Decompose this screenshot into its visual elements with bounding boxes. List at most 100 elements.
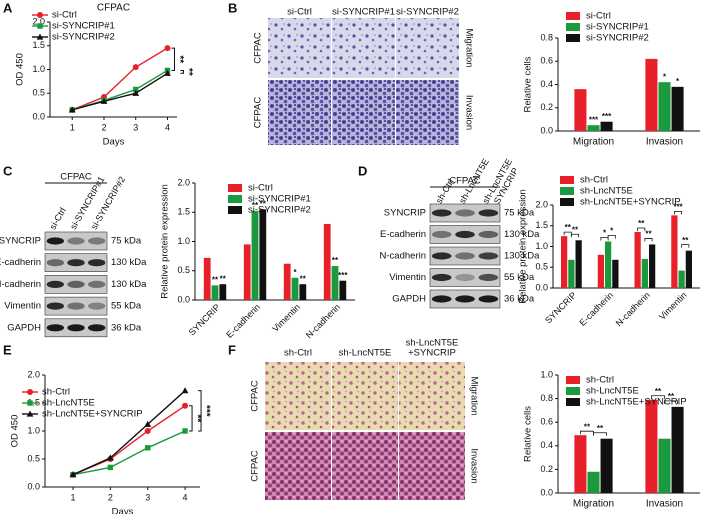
y-tick-label: 1.5 [535,220,548,230]
blot-band [431,273,452,282]
bar [605,241,612,288]
significance-label: ** [572,225,579,234]
point-marker [132,89,140,96]
legend-swatch [228,206,242,214]
protein-label: Vimentin [4,301,41,312]
bar [291,277,299,300]
y-tick-label: 0.4 [540,440,553,450]
legend-label: sh-Ctrl [580,175,608,186]
panel-letter: E [3,342,12,357]
panel-letter: B [228,0,237,15]
size-label: 130 kDa [504,251,540,262]
panel-letter: A [3,0,13,15]
blot-band [478,295,499,303]
blot-band [46,237,65,245]
significance-label: ** [584,422,591,431]
significance-label: ** [252,201,259,210]
legend-label: sh-Ctrl [42,387,70,398]
blot-band [46,324,65,332]
micrograph [396,80,459,145]
size-label: 36 kDa [504,294,535,305]
legend-swatch [560,176,574,184]
series-line [72,390,186,476]
y-tick-label: 2.0 [535,199,548,209]
bar [211,285,219,300]
bar [331,266,339,300]
point-marker [164,69,171,76]
panel-letter: D [358,163,367,178]
point-marker [182,402,189,409]
bar [574,89,587,131]
y-tick-label: 0.5 [27,453,40,463]
micrograph [332,362,398,430]
y-tick-label: 2.0 [27,369,40,379]
legend-swatch [566,387,580,395]
significance-bracket [563,231,572,236]
significance-label: ** [668,392,675,401]
blot-band [431,209,452,217]
blot-band [46,280,65,288]
micrograph [332,80,395,145]
bar [575,240,582,288]
significance-label: ** [645,230,652,239]
y-tick-label: 0.5 [177,265,190,275]
y-tick-label: 0.5 [32,88,45,98]
y-tick-label: 1.0 [32,64,45,74]
axis-line [552,205,700,289]
point-marker [37,12,43,18]
significance-bracket [600,237,609,241]
bar [641,258,648,288]
legend-label: sh-LncNT5E [586,386,639,397]
y-axis-label: OD 450 [15,53,26,86]
blot-band [87,324,106,332]
blot-band [455,209,475,217]
column-header: sh-Ctrl [284,348,312,359]
x-tick-label: 3 [145,492,150,502]
blot-band [478,230,499,239]
blot-band [455,295,475,303]
y-tick-label: 1.0 [177,236,190,246]
x-tick-label: 3 [133,122,138,132]
bar [678,270,685,288]
size-label: 130 kDa [111,257,147,268]
significance-bracket [180,69,184,74]
point-marker [182,428,188,434]
y-tick-label: 0.0 [32,111,45,121]
bar [299,284,307,300]
bar [568,259,575,288]
blot-strip [44,231,108,251]
bar [645,399,658,493]
x-tick-label: Vimentin [657,290,689,322]
blot-band [455,230,475,239]
legend-label: sh-LncNT5E+SYNCRIP [580,197,681,208]
chart-title: CFPAC [97,3,130,14]
y-tick-label: 1.0 [27,425,40,435]
significance-bracket [198,390,202,432]
blot-band [67,259,85,267]
bar [203,257,211,300]
row-label: Migration [468,376,479,415]
y-axis-label: Relative cells [523,56,534,112]
protein-label: E-cadherin [0,257,41,268]
bar [587,471,600,493]
legend-swatch [566,34,580,42]
bar [597,254,605,288]
size-label: 55 kDa [111,301,142,312]
blot-band [87,302,106,310]
x-tick-label: Migration [573,137,614,148]
y-tick-label: 0.0 [540,487,553,497]
significance-bracket [189,405,193,432]
legend-label: sh-LncNT5E+SYNCRIP [586,397,687,408]
legend-swatch [566,376,580,384]
blot-band [478,209,499,217]
y-tick-label: 0.2 [540,464,553,474]
bar [645,58,658,131]
size-label: 55 kDa [504,272,535,283]
y-tick-label: 0.6 [540,417,553,427]
lane-label: si-Ctrl [47,206,67,231]
row-label: CFPAC [250,450,261,482]
y-tick-label: 0.8 [540,32,553,42]
significance-label: * [603,229,607,238]
micrograph [332,18,395,78]
x-tick-label: 2 [108,492,113,502]
